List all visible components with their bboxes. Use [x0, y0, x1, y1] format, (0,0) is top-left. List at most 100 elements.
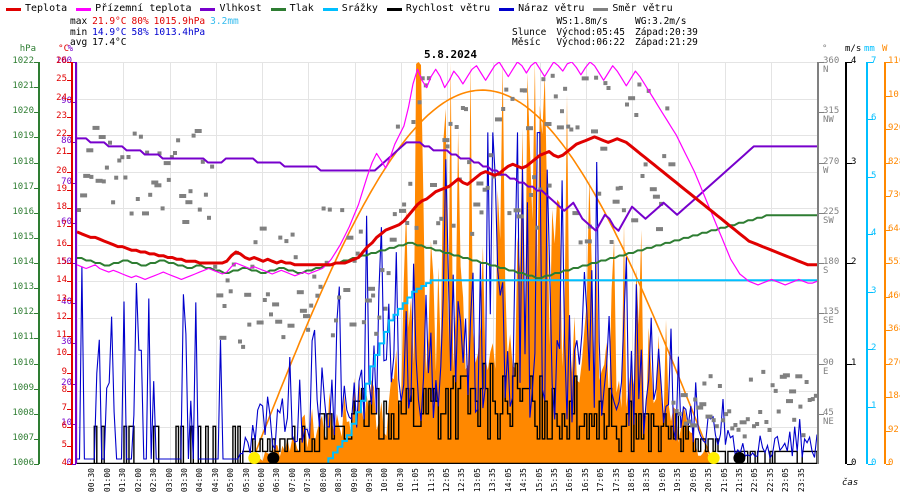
humidity-tick-label: 70 [61, 176, 72, 187]
rain-tick-label: 0 [871, 458, 877, 468]
axis-tick [886, 363, 890, 365]
axis-tick [67, 427, 72, 429]
rain-tick-label: 5 [871, 170, 877, 181]
temperature-line [77, 135, 817, 267]
legend-item-sr-ky: Srážky [322, 4, 378, 14]
direction-axis [817, 62, 819, 464]
stats-table-right: WS:1.8m/s WG:3.2m/s Slunce Východ:05:45 … [512, 16, 708, 49]
precipitation-cumulative-line [77, 279, 817, 464]
axis-tick [67, 390, 72, 392]
x-axis-tick-label: 16:35 [580, 468, 590, 493]
axis-tick [67, 80, 72, 82]
axis-tick-sublabel: S [823, 266, 829, 276]
direction-tick-label: 270 [823, 156, 840, 167]
temperature-tick-label: 11 [56, 330, 67, 341]
temperature-tick-label: 10 [56, 348, 67, 359]
pressure-tick-label: 1010 [12, 357, 34, 368]
axis-tick [67, 372, 72, 374]
axis-tick [819, 212, 824, 214]
x-axis-tick-label: 03:30 [179, 468, 189, 493]
pressure-tick-label: 1008 [12, 407, 34, 418]
legend-item-n-raz-v-tru: Náraz větru [499, 4, 584, 14]
axis-tick [34, 212, 39, 214]
axis-tick [34, 137, 39, 139]
temperature-axis [71, 62, 73, 464]
solar-tick-label: 736 [888, 190, 900, 200]
pressure-tick-label: 1021 [12, 81, 34, 92]
stats-row-min: min 14.9°C 58% 1013.4hPa [70, 26, 244, 39]
axis-tick [67, 263, 72, 264]
temperature-tick-label: 24 [56, 92, 67, 103]
legend-swatch-icon [6, 7, 21, 11]
x-axis-tick-label: 20:05 [688, 468, 698, 493]
x-axis-tick-label: 01:00 [102, 468, 112, 493]
stats-humidity-value: 58% [131, 26, 149, 38]
x-axis-tick-label: 12:35 [457, 468, 467, 493]
stats-rain-value [210, 38, 244, 49]
x-axis-tick-label: 19:05 [657, 468, 667, 493]
pressure-tick-label: 1019 [12, 131, 34, 142]
x-axis-tick-label: 23:35 [796, 468, 806, 493]
axis-tick [847, 464, 852, 465]
direction-tick-label: 180 [823, 257, 840, 267]
solar-tick-label: 368 [888, 324, 900, 334]
x-axis-tick-label: 05:30 [241, 468, 251, 493]
temperature-tick-label: 23 [56, 110, 67, 121]
axis-tick [819, 162, 824, 164]
wind-gust-line [77, 131, 817, 460]
axis-tick [71, 383, 76, 385]
axis-tick [67, 354, 72, 356]
axis-tick [67, 281, 72, 283]
legend-label: Teplota [25, 3, 68, 14]
temperature-tick-label: 20 [56, 165, 67, 176]
x-axis-title: čas [842, 478, 859, 488]
sun-spacer [512, 17, 556, 28]
axis-tick [847, 62, 852, 63]
temperature-tick-label: 21 [56, 147, 67, 158]
axis-tick-sublabel: SE [823, 316, 834, 327]
humidity-tick-label: 30 [61, 337, 72, 348]
axis-tick [819, 313, 824, 315]
wind-tick-label: 0 [851, 458, 857, 468]
pressure-axis-unit: hPa [19, 44, 36, 54]
axis-tick [67, 336, 72, 338]
axis-tick [71, 464, 76, 465]
axis-tick [67, 226, 72, 228]
axis-tick [886, 229, 890, 231]
stats-pressure-value [154, 38, 210, 49]
x-axis-tick-label: 19:35 [673, 468, 683, 493]
axis-tick [67, 445, 72, 447]
stats-row-max: max 21.9°C 80% 1015.9hPa 3.2mm [70, 16, 244, 28]
x-axis-tick-label: 23:05 [781, 468, 791, 493]
axis-tick [67, 208, 72, 210]
axis-tick [71, 222, 76, 224]
moonrise-time: Východ:06:22 [556, 37, 625, 48]
wind-tick-label: 2 [851, 257, 857, 267]
solar-tick-label: 92 [888, 424, 899, 435]
x-axis-tick-label: 02:30 [149, 468, 159, 493]
axis-tick [67, 135, 72, 137]
sunset-time: Západ:20:39 [634, 26, 698, 38]
rain-tick-label: 1 [871, 400, 877, 411]
axis-tick [886, 430, 890, 432]
solar-tick-label: 276 [888, 357, 900, 368]
axis-tick [868, 176, 873, 178]
x-axis-tick-label: 10:30 [395, 468, 405, 493]
temperature-tick-label: 25 [56, 74, 67, 85]
axis-tick [67, 409, 72, 411]
temperature-tick-label: 12 [56, 311, 67, 322]
axis-tick [819, 263, 824, 264]
temperature-tick-label: 7 [61, 403, 67, 414]
x-axis-tick-label: 10:00 [380, 468, 390, 493]
axis-tick [34, 313, 39, 315]
wind-tick-label: 3 [851, 156, 857, 167]
chart-date-title: 5.8.2024 [424, 48, 477, 61]
axis-tick [67, 62, 72, 63]
axis-tick [67, 171, 72, 173]
x-axis-tick-label: 15:35 [549, 468, 559, 493]
axis-tick [71, 142, 76, 144]
axis-tick [34, 162, 39, 164]
axis-tick [819, 112, 824, 114]
moonrise-marker-icon [267, 452, 280, 464]
moonset-time: Západ:21:29 [634, 37, 698, 48]
